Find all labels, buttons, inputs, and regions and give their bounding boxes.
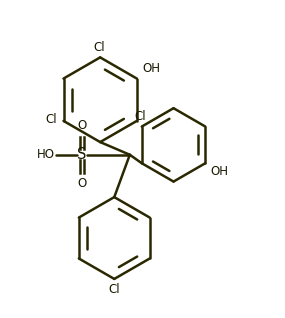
Text: Cl: Cl bbox=[93, 41, 105, 54]
Text: S: S bbox=[77, 147, 87, 162]
Text: OH: OH bbox=[142, 62, 160, 75]
Text: O: O bbox=[78, 177, 87, 190]
Text: Cl: Cl bbox=[46, 113, 57, 126]
Text: Cl: Cl bbox=[135, 110, 146, 123]
Text: OH: OH bbox=[210, 165, 228, 178]
Text: Cl: Cl bbox=[109, 283, 120, 296]
Text: O: O bbox=[78, 119, 87, 132]
Text: HO: HO bbox=[37, 148, 55, 161]
